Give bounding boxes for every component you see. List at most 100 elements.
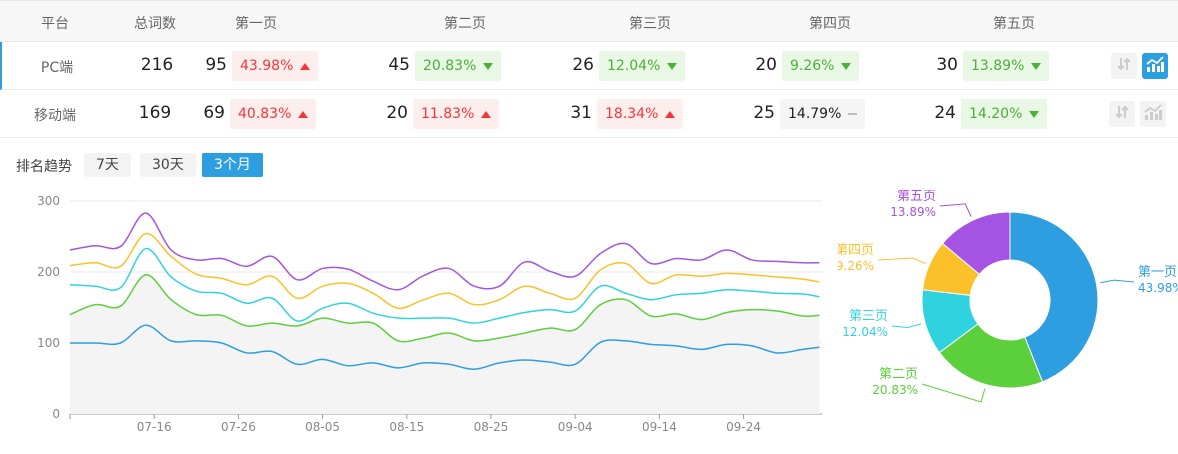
page-percent: 18.34% [605, 106, 659, 122]
x-tick-label: 07-26 [221, 420, 256, 434]
slice-category-label: 第四页 [838, 243, 874, 258]
trend-chart-button[interactable] [1142, 53, 1168, 79]
table-header: 平台 总词数 第一页 第二页 第三页 第四页 第五页 [0, 0, 1178, 42]
series-line [69, 247, 820, 324]
page-percent: 14.79% [788, 106, 842, 122]
page-percent: 12.04% [607, 58, 661, 74]
y-tick-label: 200 [37, 265, 60, 279]
trend-label: 排名趋势 [16, 159, 72, 175]
donut-slice [1009, 211, 1099, 383]
page-percent-badge: 11.83% [413, 99, 500, 129]
page-percent-badge: 14.20% [961, 99, 1048, 129]
label-leader-line [921, 383, 986, 403]
slice-category-label: 第五页 [897, 190, 936, 204]
header-page2: 第二页 [444, 16, 486, 32]
total-keywords: 216 [140, 55, 174, 75]
page-count: 20 [386, 103, 408, 123]
x-tick-label: 07-16 [137, 420, 172, 434]
label-leader-line [1100, 279, 1135, 284]
page-percent-badge: 20.83% [415, 51, 502, 81]
range-30-days-button[interactable]: 30天 [140, 153, 196, 177]
trend-chart-icon [1146, 56, 1164, 76]
page-percent-badge: 18.34% [597, 99, 684, 129]
page-count: 20 [755, 55, 777, 75]
sort-button[interactable] [1109, 101, 1135, 127]
table-row[interactable]: 移动端 169 69 40.83% 20 11.83% 31 18.34% 25 14.… [0, 90, 1178, 138]
arrow-up-icon [300, 62, 311, 70]
page-percent-badge: 40.83% [230, 99, 317, 129]
page-count: 69 [203, 103, 225, 123]
arrow-down-icon [1031, 62, 1042, 70]
y-tick-label: 0 [52, 407, 60, 421]
table-row[interactable]: PC端 216 95 43.98% 45 20.83% 26 12.04% 20 9.2… [0, 42, 1178, 90]
sort-icon [1116, 56, 1132, 76]
range-3-months-button[interactable]: 3个月 [202, 153, 263, 177]
page-percent: 13.89% [971, 58, 1025, 74]
trend-line-chart: 0 100 200 300 07-16 07-26 08-05 08-15 08-25 09-04… [37, 194, 822, 434]
page-count: 95 [205, 55, 227, 75]
series-line [69, 232, 820, 310]
donut-slice [938, 323, 1044, 389]
label-leader-line [877, 257, 926, 265]
slice-category-label: 第二页 [879, 367, 918, 382]
arrow-down-icon [1029, 110, 1040, 118]
header-platform: 平台 [41, 16, 69, 32]
page-count: 24 [934, 103, 956, 123]
label-leader-line [891, 323, 922, 328]
x-tick-label: 09-14 [642, 420, 677, 434]
page-count: 25 [753, 103, 775, 123]
page-percent: 14.20% [969, 106, 1023, 122]
page-percent-badge: 13.89% [963, 51, 1050, 81]
slice-category-label: 第三页 [849, 309, 888, 324]
x-tick-label: 08-05 [305, 420, 340, 434]
sort-button[interactable] [1111, 53, 1137, 79]
area-fill [70, 274, 820, 414]
page-percent: 9.26% [790, 58, 835, 74]
total-keywords: 169 [138, 103, 172, 123]
y-tick-label: 300 [37, 194, 60, 208]
slice-percent-label: 12.04% [842, 325, 888, 339]
platform-name: PC端 [40, 60, 74, 76]
trend-chart-button[interactable] [1140, 101, 1166, 127]
page-percent-badge: 43.98% [232, 51, 319, 81]
arrow-down-icon [483, 62, 494, 70]
page-percent-badge: 9.26% [782, 51, 860, 81]
series-line [70, 324, 820, 371]
x-tick-label: 09-04 [558, 420, 593, 434]
page-percent: 43.98% [240, 58, 294, 74]
series-line [69, 212, 820, 291]
x-tick-label: 08-15 [389, 420, 424, 434]
header-page3: 第三页 [629, 16, 671, 32]
platform-name: 移动端 [34, 108, 76, 124]
slice-percent-label: 20.83% [872, 383, 918, 397]
arrow-up-icon [481, 110, 492, 118]
header-page1: 第一页 [235, 16, 277, 32]
header-page5: 第五页 [993, 16, 1035, 32]
y-tick-label: 100 [37, 336, 60, 350]
page-count: 45 [388, 55, 410, 75]
header-page4: 第四页 [809, 16, 851, 32]
trend-chart-icon [1144, 104, 1162, 124]
page-count: 30 [936, 55, 958, 75]
page-percent: 20.83% [423, 58, 477, 74]
arrow-down-icon [841, 62, 852, 70]
x-tick-label: 09-24 [726, 420, 761, 434]
range-7-days-button[interactable]: 7天 [84, 153, 131, 177]
page-percent: 11.83% [421, 106, 475, 122]
page-count: 31 [570, 103, 592, 123]
series-line [69, 274, 820, 343]
sort-icon [1114, 104, 1130, 124]
page-percent-badge: 14.79% [780, 99, 866, 129]
page-percent: 40.83% [238, 106, 292, 122]
header-total: 总词数 [134, 16, 176, 32]
slice-percent-label: 43.98% [1138, 281, 1178, 295]
label-leader-line [939, 203, 972, 217]
arrow-down-icon [667, 62, 678, 70]
slice-percent-label: 9.26% [838, 259, 874, 273]
slice-percent-label: 13.89% [890, 205, 936, 219]
x-tick-label: 08-25 [474, 420, 509, 434]
dash-icon [848, 113, 858, 115]
donut-slice [941, 211, 1011, 275]
arrow-up-icon [665, 110, 676, 118]
